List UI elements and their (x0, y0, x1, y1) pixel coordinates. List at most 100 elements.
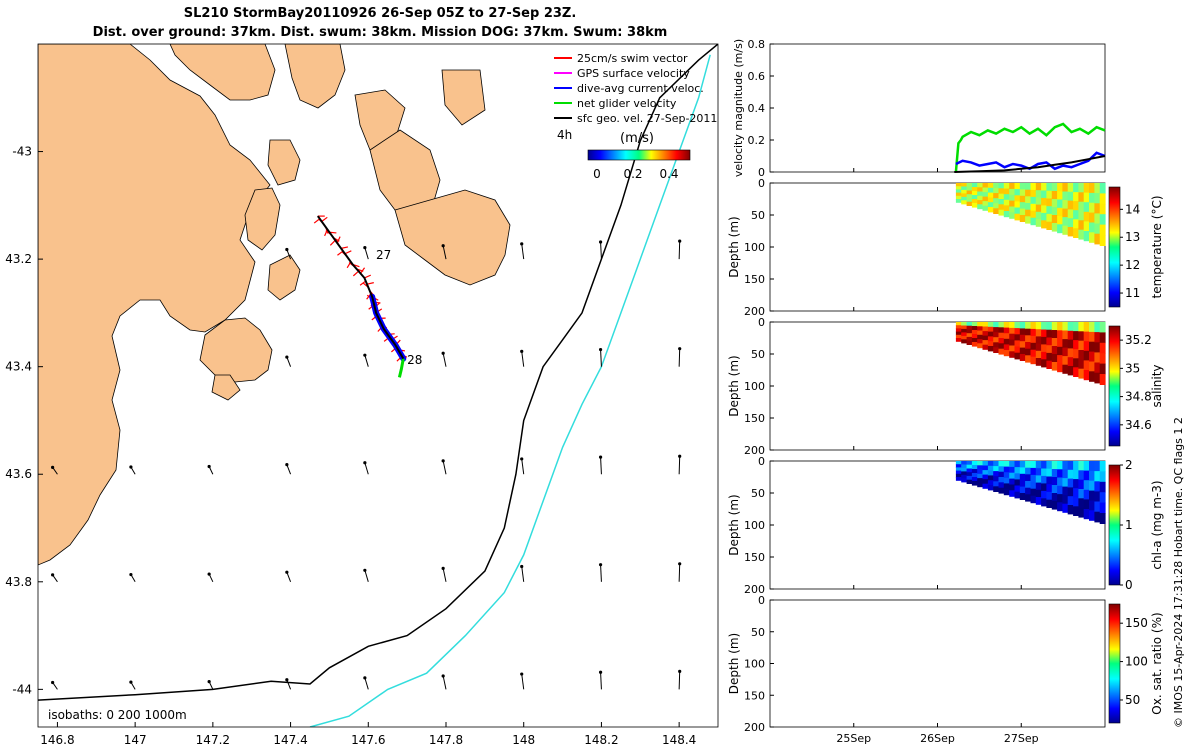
surface-velocity-arrowhead (678, 239, 682, 243)
surface-velocity-arrowhead (520, 672, 524, 676)
surface-velocity-arrowhead (129, 465, 133, 469)
salinity-section-cell (1003, 327, 1010, 334)
salinity-section-cell (1073, 349, 1079, 359)
surface-velocity-arrow (600, 672, 602, 690)
chla-section-cell (1003, 461, 1010, 468)
salinity-section-cell (1035, 329, 1042, 337)
temperature-section-cell (1035, 197, 1042, 206)
salinity-section-cell (1035, 336, 1042, 345)
temperature-section-cell (1009, 206, 1016, 213)
chla-section-cell (1057, 494, 1063, 503)
salinity-section-cell (955, 325, 962, 329)
chla-section-cell (971, 477, 978, 482)
chla-section-cell (1067, 478, 1074, 488)
salinity-section-cell (1094, 322, 1101, 333)
chla-section-cell (977, 473, 984, 479)
chla-section-cell (1083, 489, 1090, 500)
temperature-section-cell (1094, 193, 1101, 204)
temperature-section-cell (1035, 183, 1042, 191)
chla-section-cell (1078, 489, 1085, 499)
chla-section-cell (955, 470, 962, 475)
chla-section-cell (1046, 468, 1053, 477)
salinity-section-cell (1057, 338, 1063, 348)
salinity-section-cell (1099, 322, 1106, 333)
chla-section-cell (1046, 484, 1053, 493)
chla-section-cell (977, 478, 984, 483)
temperature-section-y-tick-label: 0 (758, 177, 765, 190)
temperature-section-cell (1046, 183, 1053, 192)
temperature-section-cell (1099, 224, 1106, 236)
salinity-section-cell (971, 338, 978, 343)
salinity-section-cell (1062, 356, 1069, 366)
temperature-section-cell (1009, 188, 1016, 196)
map-y-tick-label: 43.8 (5, 575, 32, 589)
temperature-section-cell (1078, 192, 1085, 203)
temperature-section-cell (1089, 202, 1095, 214)
temperature-section-cell (1051, 199, 1058, 208)
temperature-section-cell (1009, 212, 1016, 219)
chla-section-colorbar (1108, 464, 1121, 586)
temperature-section-cell (1014, 183, 1021, 190)
salinity-section-cell (1078, 368, 1085, 379)
temperature-section-cell (1073, 228, 1079, 238)
temperature-section-y-tick-label: 150 (744, 273, 765, 286)
surface-velocity-arrow (286, 356, 292, 367)
surface-velocity-arrowhead (285, 463, 289, 467)
swim-vector (340, 246, 349, 249)
salinity-section-colorbar (1108, 325, 1121, 447)
temperature-section-cell (982, 187, 989, 193)
temperature-section-cell (971, 183, 978, 188)
chla-section-y-tick-label: 200 (744, 583, 765, 596)
temperature-section-cell (1078, 211, 1085, 221)
chla-section-cell (1009, 466, 1016, 474)
chla-section-cell (1041, 475, 1047, 484)
chla-section-cell (1035, 482, 1042, 491)
surface-velocity-arrow (521, 243, 525, 260)
salinity-section-cell (993, 322, 1000, 328)
surface-velocity-arrowhead (207, 572, 211, 576)
salinity-section-cell (1009, 339, 1016, 347)
chla-section-cell (971, 481, 978, 486)
salinity-section-cell (993, 342, 1000, 348)
chla-section-cell (1030, 481, 1037, 490)
salinity-section-cell (1046, 352, 1053, 362)
salinity-section-cell (955, 334, 962, 339)
temperature-section-cell (1057, 199, 1063, 209)
temperature-section-cell (1041, 197, 1047, 206)
temperature-section-cell (1073, 192, 1079, 202)
salinity-section-cell (1041, 351, 1047, 360)
salinity-section-cell (1051, 362, 1058, 371)
colorbar-tick-label: 0.4 (659, 167, 678, 181)
velocity-y-tick-label: 0.2 (748, 134, 766, 147)
legend-entry: dive-avg current veloc. (577, 82, 704, 95)
chla-section-cell (1009, 461, 1016, 468)
chla-section-cell (1057, 485, 1063, 495)
salinity-section-cell (1035, 322, 1042, 330)
map-x-tick-label: 147.8 (429, 733, 463, 747)
footer-credit: © IMOS 15-Apr-2024 17:31:28 Hobart time.… (1172, 417, 1185, 728)
temperature-section-panel: 0 50 100 150 200 Depth (m) 11 12 13 14 temperature… (727, 177, 1164, 318)
chla-section-cell (1094, 491, 1101, 503)
temperature-section-cell (1078, 183, 1085, 193)
surface-velocity-arrow (678, 348, 681, 367)
temperature-section-cell (1057, 216, 1063, 225)
surface-velocity-arrowhead (441, 244, 445, 248)
salinity-section-cell (1035, 343, 1042, 352)
salinity-section-cell (1094, 332, 1101, 343)
chla-section-cell (1003, 483, 1010, 490)
temperature-section-cell (1051, 207, 1058, 216)
temperature-section-cell (1014, 189, 1021, 196)
salinity-section-cell (1025, 328, 1031, 336)
temperature-section-cell (1089, 232, 1095, 243)
temperature-section-cell (1003, 194, 1010, 201)
chla-section-cell (1025, 481, 1031, 489)
temperature-section-cell (1073, 219, 1079, 229)
salinity-section-cell (1094, 352, 1101, 364)
velocity-y-tick-label: 0.6 (748, 70, 766, 83)
salinity-section-cell (1099, 374, 1106, 385)
surface-velocity-arrowhead (285, 355, 289, 359)
temperature-section-cell (1078, 220, 1085, 231)
chla-section-cell (977, 465, 984, 471)
chla-section-cell (1035, 489, 1042, 498)
salinity-section-cell (1003, 322, 1010, 329)
